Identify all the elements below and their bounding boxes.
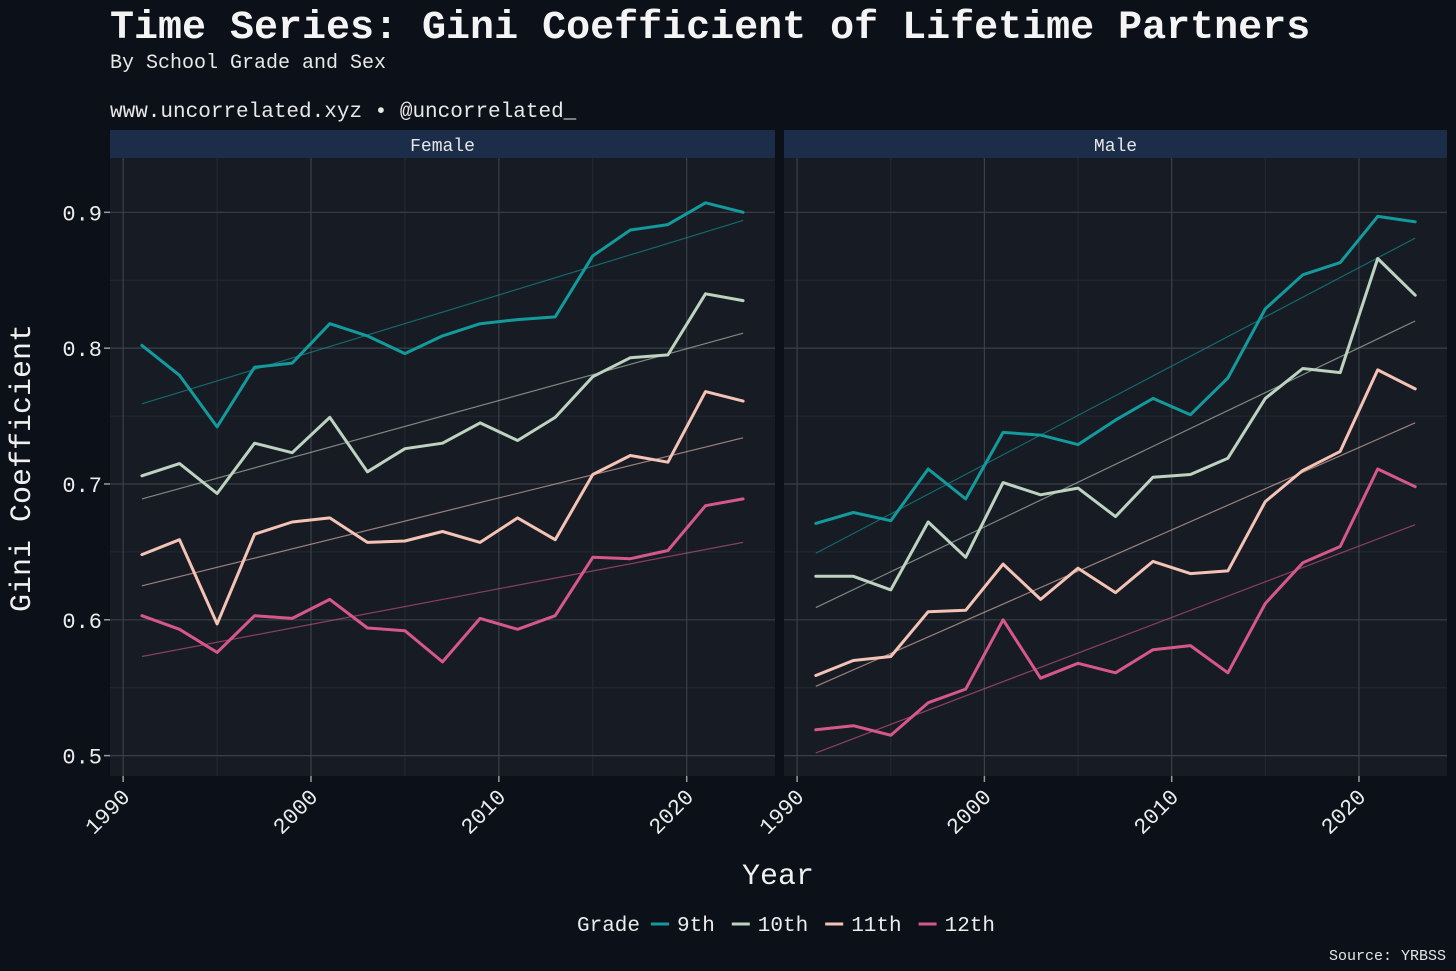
trend-line-12th [141,541,744,658]
series-line-9th [140,201,745,429]
series-line-12th [814,467,1417,737]
legend-label-11th: 11th [851,915,901,938]
legend-label-9th: 9th [677,915,715,938]
legend-title: Grade [577,915,640,938]
series-line-11th [814,368,1417,677]
panel-background [784,158,1447,776]
facet-strip-label: Male [1094,137,1137,157]
facet-strip [110,130,775,158]
facet-strip-label: Female [410,137,475,157]
y-tick-label: 0.7 [62,474,102,499]
legend-label-12th: 12th [945,915,995,938]
panel-background [110,158,775,776]
y-axis-title: Gini Coefficient [6,324,40,612]
y-tick-label: 0.9 [62,202,102,227]
trend-line-9th [815,237,1416,554]
y-axis-ticks: 0.5 0.6 0.7 0.8 0.9 [62,202,110,771]
y-tick-label: 0.6 [62,610,102,635]
x-axis-title: Year [742,860,814,894]
series-line-11th [140,390,745,626]
series-line-10th [814,257,1417,592]
trend-line-11th [815,422,1416,687]
legend-label-10th: 10th [758,915,808,938]
source-note: Source: YRBSS [1329,948,1446,965]
series-line-10th [140,292,745,495]
legend: Grade 9th 10th 11th 12th [577,915,995,938]
trend-line-9th [141,219,744,405]
y-tick-label: 0.8 [62,338,102,363]
chart-subtitle: By School Grade and Sex [110,52,386,75]
trend-line-10th [141,332,744,500]
chart-title: Time Series: Gini Coefficient of Lifetim… [110,6,1310,51]
series-line-12th [140,497,745,664]
y-tick-label: 0.5 [62,746,102,771]
facet-strip [784,130,1447,158]
series-line-9th [814,214,1417,525]
chart-caption: www.uncorrelated.xyz • @uncorrelated_ [110,101,577,124]
